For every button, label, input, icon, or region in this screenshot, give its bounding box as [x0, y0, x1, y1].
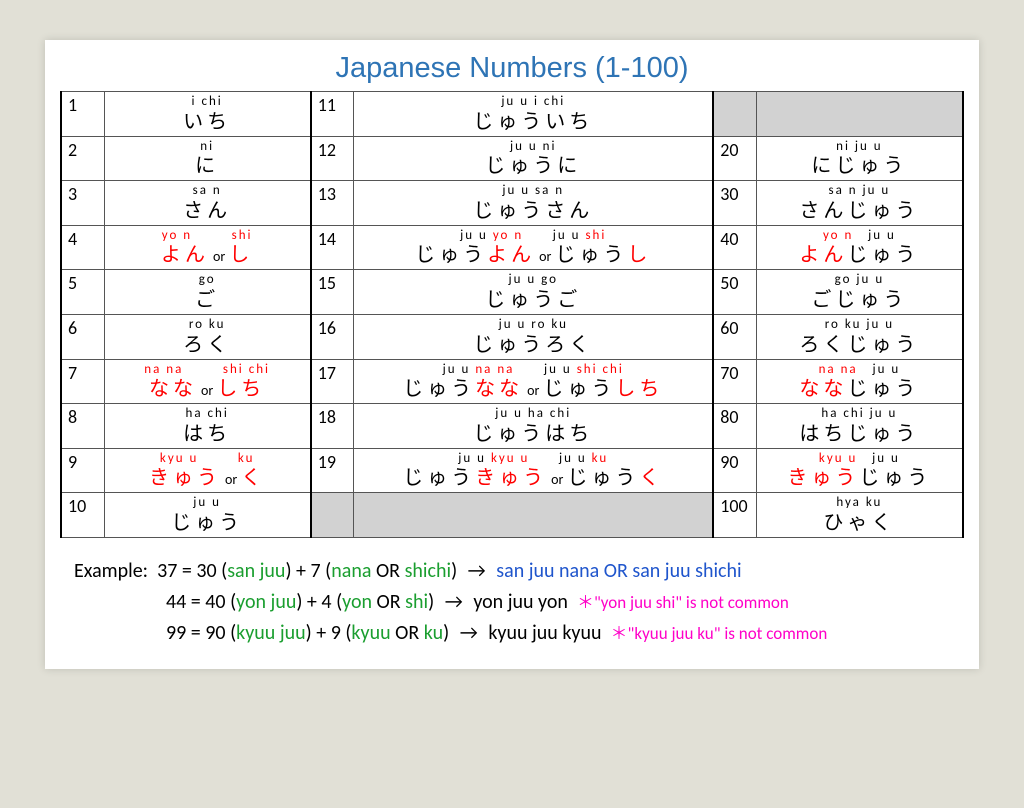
num-cell: 17 — [311, 359, 354, 404]
reading-cell: ju u goじゅうご — [354, 270, 713, 315]
reading-cell: hya kuひゃく — [756, 493, 963, 538]
examples-block: Example: 37 = 30 (san juu) + 7 (nana OR … — [70, 556, 954, 649]
num-cell: 20 — [713, 136, 756, 181]
reading-cell: ha chi ju uはちじゅう — [756, 404, 963, 449]
table-row: 3sa nさん13ju u sa nじゅうさん30sa n ju uさんじゅう — [61, 181, 963, 226]
num-cell: 90 — [713, 448, 756, 493]
reading-cell: ju u kyu u ju u ku じゅうきゅうorじゅうく — [354, 448, 713, 493]
reading-cell: niに — [104, 136, 311, 181]
num-cell: 16 — [311, 314, 354, 359]
num-cell: 80 — [713, 404, 756, 449]
num-cell: 5 — [61, 270, 104, 315]
num-cell: 8 — [61, 404, 104, 449]
num-cell: 11 — [311, 92, 354, 137]
num-cell: 40 — [713, 225, 756, 270]
page-title: Japanese Numbers (1-100) — [60, 52, 964, 85]
num-cell: 3 — [61, 181, 104, 226]
table-row: 2niに12ju u niじゅうに20ni ju uにじゅう — [61, 136, 963, 181]
reading-cell: ju u niじゅうに — [354, 136, 713, 181]
reading-cell: ju u ha chiじゅうはち — [354, 404, 713, 449]
table-row: 7na na shi chi ななorしち17ju u na na ju u s… — [61, 359, 963, 404]
reading-cell: na na ju u ななじゅう — [756, 359, 963, 404]
reading-cell: ni ju uにじゅう — [756, 136, 963, 181]
num-cell: 13 — [311, 181, 354, 226]
table-row: 9kyu u ku きゅうorく19ju u kyu u ju u ku じゅう… — [61, 448, 963, 493]
num-cell: 1 — [61, 92, 104, 137]
table-row: 6ro kuろく16ju u ro kuじゅうろく60ro ku ju uろくじ… — [61, 314, 963, 359]
num-cell: 100 — [713, 493, 756, 538]
num-cell: 7 — [61, 359, 104, 404]
num-cell: 15 — [311, 270, 354, 315]
reading-cell: ju uじゅう — [104, 493, 311, 538]
num-cell: 9 — [61, 448, 104, 493]
example-line: 44 = 40 (yon juu) + 4 (yon OR shi) → yon… — [166, 587, 954, 618]
reading-cell: ro ku ju uろくじゅう — [756, 314, 963, 359]
num-cell: 30 — [713, 181, 756, 226]
reading-cell: ha chiはち — [104, 404, 311, 449]
example-line: Example: 37 = 30 (san juu) + 7 (nana OR … — [74, 556, 954, 587]
reading-cell: ju u na na ju u shi chi じゅうななorじゅうしち — [354, 359, 713, 404]
table-row: 8ha chiはち18ju u ha chiじゅうはち80ha chi ju u… — [61, 404, 963, 449]
reading-cell: kyu u ju u きゅうじゅう — [756, 448, 963, 493]
numbers-table: 1i chiいち11ju u i chiじゅういち2niに12ju u niじゅ… — [60, 91, 964, 538]
num-cell: 18 — [311, 404, 354, 449]
reading-cell: sa nさん — [104, 181, 311, 226]
reading-cell: go ju uごじゅう — [756, 270, 963, 315]
num-cell: 2 — [61, 136, 104, 181]
num-cell: 4 — [61, 225, 104, 270]
reading-cell: yo n ju u よんじゅう — [756, 225, 963, 270]
reading-cell — [756, 92, 963, 137]
reading-cell: ju u i chiじゅういち — [354, 92, 713, 137]
num-cell: 19 — [311, 448, 354, 493]
reading-cell: na na shi chi ななorしち — [104, 359, 311, 404]
num-cell: 60 — [713, 314, 756, 359]
table-row: 5goご15ju u goじゅうご50go ju uごじゅう — [61, 270, 963, 315]
reading-cell: kyu u ku きゅうorく — [104, 448, 311, 493]
reading-cell: sa n ju uさんじゅう — [756, 181, 963, 226]
reading-cell: ro kuろく — [104, 314, 311, 359]
num-cell: 6 — [61, 314, 104, 359]
num-cell: 10 — [61, 493, 104, 538]
reading-cell: i chiいち — [104, 92, 311, 137]
num-cell: 14 — [311, 225, 354, 270]
reading-cell: goご — [104, 270, 311, 315]
table-row: 4yo n shi よんorし14ju u yo n ju u shi じゅうよ… — [61, 225, 963, 270]
sheet: Japanese Numbers (1-100) 1i chiいち11ju u … — [45, 40, 979, 669]
reading-cell: ju u yo n ju u shi じゅうよんorじゅうし — [354, 225, 713, 270]
reading-cell: yo n shi よんorし — [104, 225, 311, 270]
num-cell — [311, 493, 354, 538]
reading-cell: ju u sa nじゅうさん — [354, 181, 713, 226]
table-row: 1i chiいち11ju u i chiじゅういち — [61, 92, 963, 137]
num-cell: 70 — [713, 359, 756, 404]
reading-cell — [354, 493, 713, 538]
table-row: 10ju uじゅう 100hya kuひゃく — [61, 493, 963, 538]
num-cell — [713, 92, 756, 137]
example-line: 99 = 90 (kyuu juu) + 9 (kyuu OR ku) → ky… — [166, 618, 954, 649]
num-cell: 12 — [311, 136, 354, 181]
reading-cell: ju u ro kuじゅうろく — [354, 314, 713, 359]
num-cell: 50 — [713, 270, 756, 315]
